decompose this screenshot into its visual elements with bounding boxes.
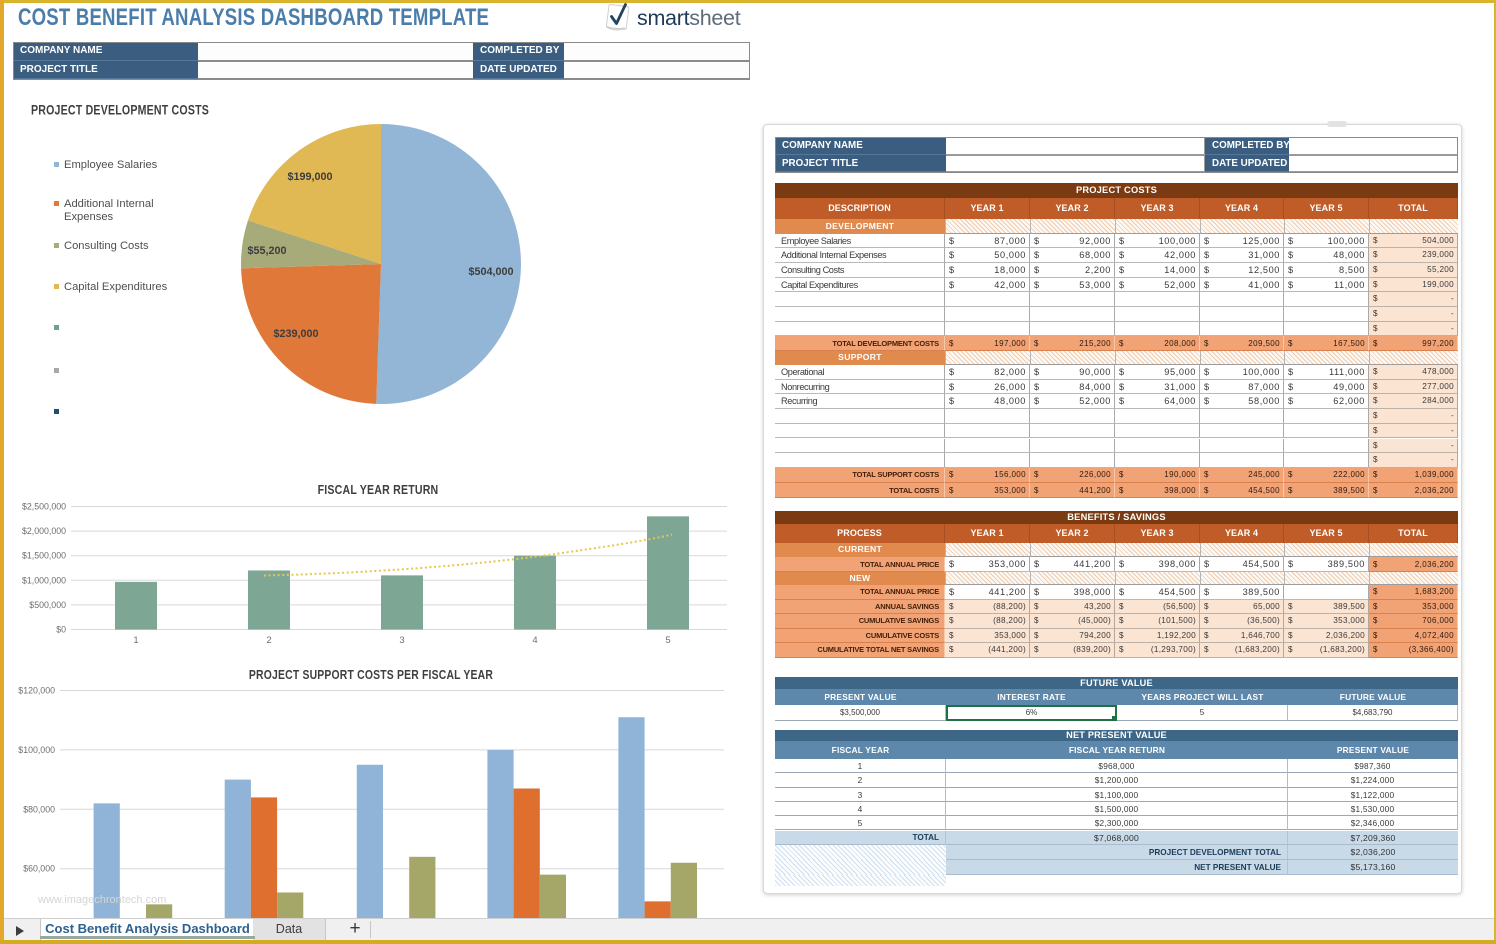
svg-text:$0: $0	[56, 625, 66, 635]
svg-text:$55,200: $55,200	[247, 245, 286, 257]
svg-text:2: 2	[266, 635, 271, 646]
svg-text:$199,000: $199,000	[287, 171, 332, 183]
svg-text:FISCAL YEAR RETURN: FISCAL YEAR RETURN	[318, 483, 439, 497]
svg-text:$80,000: $80,000	[23, 804, 55, 814]
svg-text:3: 3	[399, 635, 404, 646]
svg-text:$120,000: $120,000	[18, 686, 55, 696]
svg-text:$2,000,000: $2,000,000	[22, 526, 66, 536]
svg-text:$100,000: $100,000	[18, 745, 55, 755]
svg-text:$2,500,000: $2,500,000	[22, 502, 66, 512]
svg-text:PROJECT SUPPORT COSTS PER FISC: PROJECT SUPPORT COSTS PER FISCAL YEAR	[249, 669, 494, 682]
svg-text:1: 1	[133, 635, 138, 646]
svg-text:4: 4	[532, 635, 537, 646]
svg-text:www.imagechrontech.com: www.imagechrontech.com	[37, 894, 166, 906]
svg-text:$504,000: $504,000	[468, 266, 513, 278]
svg-text:$1,500,000: $1,500,000	[22, 551, 66, 561]
svg-text:$60,000: $60,000	[23, 864, 55, 874]
svg-text:$1,000,000: $1,000,000	[22, 575, 66, 585]
svg-text:$500,000: $500,000	[29, 600, 66, 610]
svg-text:$239,000: $239,000	[273, 328, 318, 340]
svg-text:5: 5	[665, 635, 670, 646]
